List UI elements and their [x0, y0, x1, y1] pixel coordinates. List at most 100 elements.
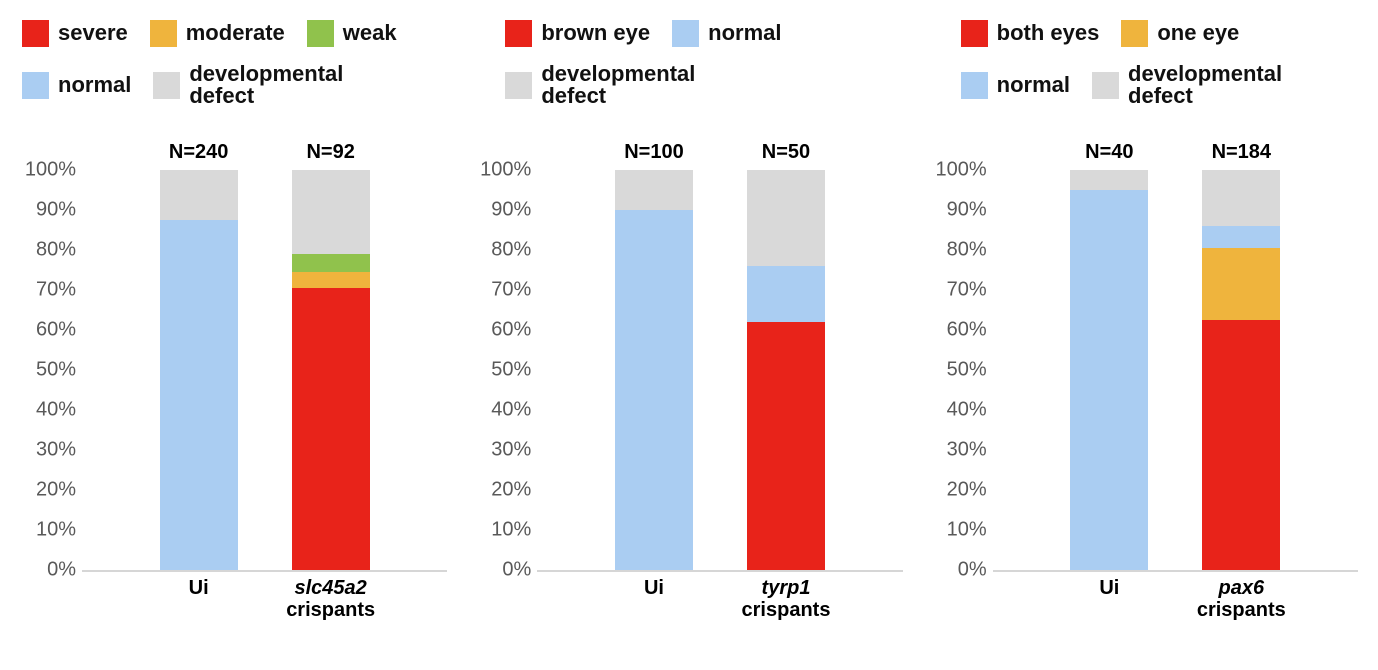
category-label-line: Ui	[1099, 577, 1120, 599]
y-tick-label: 100%	[935, 158, 987, 181]
bars-zone: N=100 Ui N=50 tyrp1 crispants	[537, 141, 903, 620]
bar-stack	[159, 170, 238, 570]
category-label-line: slc45a2	[294, 577, 367, 599]
y-tick-label: 60%	[35, 318, 76, 341]
bar-tyrp1-crispants: N=50 tyrp1 crispants	[742, 141, 831, 620]
sample-size-label: N=100	[624, 141, 684, 163]
y-tick-label: 90%	[35, 198, 76, 221]
developmental-defect-swatch	[1092, 71, 1120, 99]
category-label: slc45a2 crispants	[286, 577, 376, 621]
bar-segment-normal	[1070, 190, 1149, 570]
bar-segment-developmental-defect	[291, 170, 370, 254]
bar-segment-developmental-defect	[1202, 170, 1281, 226]
y-tick-label: 30%	[946, 438, 987, 461]
y-tick-label: 70%	[35, 278, 76, 301]
chart-3: both eyes one eye normal developmental defe…	[929, 14, 1358, 670]
bar-stack	[291, 170, 370, 570]
brown-eye-swatch	[505, 20, 533, 47]
y-tick-label: 40%	[35, 398, 76, 421]
chart-1: severe moderate weak normal developmental de…	[18, 14, 448, 670]
y-tick-label: 40%	[946, 398, 987, 421]
legend-row: both eyes one eye	[960, 20, 1358, 47]
legend-item-both-eyes: both eyes	[960, 20, 1100, 47]
bar-segment-one-eye	[1202, 248, 1281, 320]
normal-swatch	[672, 20, 700, 47]
legend-label: brown eye	[541, 20, 651, 46]
moderate-swatch	[149, 20, 177, 47]
legend-item-normal: normal	[672, 20, 782, 47]
legend-item-developmental-defect: developmental defect	[505, 61, 696, 109]
legend-item-normal: normal	[960, 71, 1070, 99]
y-tick-label: 10%	[491, 518, 532, 541]
legend-label: developmental defect	[1128, 61, 1283, 109]
sample-size-label: N=40	[1085, 141, 1134, 163]
bar-segment-normal	[614, 210, 693, 570]
bar-segment-weak	[291, 254, 370, 272]
developmental-defect-swatch	[505, 71, 533, 99]
category-label-line: Ui	[188, 577, 209, 599]
legend-item-weak: weak	[306, 20, 397, 47]
y-tick-label: 100%	[480, 158, 532, 181]
y-tick-label: 30%	[491, 438, 532, 461]
sample-size-label: N=240	[168, 141, 229, 163]
legend-row: brown eye normal	[505, 20, 902, 47]
legend-label: developmental defect	[189, 61, 344, 109]
category-label-line: pax6	[1218, 577, 1265, 599]
y-tick-label: 0%	[47, 558, 76, 581]
y-tick-label: 50%	[35, 358, 76, 381]
legend-label: weak	[342, 20, 397, 46]
legend-row: severe moderate weak	[22, 20, 447, 47]
bar-segment-moderate	[291, 272, 370, 288]
bars-zone: N=240 Ui N=92 slc45a2 crispants	[82, 141, 448, 620]
bar-stack	[614, 170, 693, 570]
bar-segment-developmental-defect	[159, 170, 238, 220]
legend-row: developmental defect	[505, 61, 902, 109]
legend: severe moderate weak normal developmental de…	[22, 20, 447, 124]
y-tick-label: 50%	[491, 358, 532, 381]
y-tick-label: 20%	[491, 478, 532, 501]
plot-area: 100% 90% 80% 70% 60% 50% 40% 30% 20% 10% 0% N=100 Ui…	[473, 138, 903, 620]
bar-ui: N=100 Ui	[614, 141, 693, 599]
bar-segment-developmental-defect	[614, 170, 693, 210]
weak-swatch	[306, 20, 334, 47]
bars-zone: N=40 Ui N=184 pax6 crispants	[992, 141, 1358, 620]
plot-area: 100% 90% 80% 70% 60% 50% 40% 30% 20% 10% 0% N=40 Ui N…	[929, 138, 1358, 620]
legend-item-one-eye: one eye	[1121, 20, 1239, 47]
bar-segment-developmental-defect	[1070, 170, 1149, 190]
y-tick-label: 10%	[946, 518, 987, 541]
legend-row: normal developmental defect	[960, 61, 1358, 109]
bar-ui: N=240 Ui	[159, 141, 238, 599]
category-label-line: crispants	[286, 598, 376, 621]
category-label: tyrp1 crispants	[741, 577, 831, 621]
bar-segment-brown-eye	[746, 322, 825, 570]
legend-label: normal	[58, 72, 132, 98]
bar-segment-normal	[1202, 226, 1281, 248]
chart-2: brown eye normal developmental defect 100% 9…	[473, 14, 903, 670]
severe-swatch	[22, 20, 49, 47]
y-tick-label: 20%	[35, 478, 76, 501]
bar-slc45a2-crispants: N=92 slc45a2 crispants	[286, 141, 375, 620]
bar-segment-normal	[746, 266, 825, 322]
y-axis: 100% 90% 80% 70% 60% 50% 40% 30% 20% 10% 0%	[473, 159, 537, 581]
legend-label: developmental defect	[541, 61, 696, 109]
category-label: Ui	[644, 577, 664, 600]
bar-segment-developmental-defect	[746, 170, 825, 266]
y-tick-label: 60%	[946, 318, 987, 341]
y-tick-label: 20%	[946, 478, 987, 501]
both-eyes-swatch	[960, 20, 988, 47]
bar-segment-severe	[291, 288, 370, 570]
y-tick-label: 10%	[35, 518, 76, 541]
legend-item-moderate: moderate	[149, 20, 285, 47]
normal-swatch	[22, 71, 49, 99]
category-label-line: tyrp1	[761, 577, 811, 599]
category-label-line: crispants	[741, 598, 831, 621]
legend-label: severe	[58, 20, 128, 46]
bar-segment-normal	[159, 220, 238, 570]
bar-pax6-crispants: N=184 pax6 crispants	[1197, 141, 1286, 620]
legend-label: both eyes	[996, 20, 1100, 46]
legend-item-severe: severe	[22, 20, 128, 47]
one-eye-swatch	[1121, 20, 1149, 47]
sample-size-label: N=92	[306, 141, 355, 163]
y-tick-label: 30%	[35, 438, 76, 461]
